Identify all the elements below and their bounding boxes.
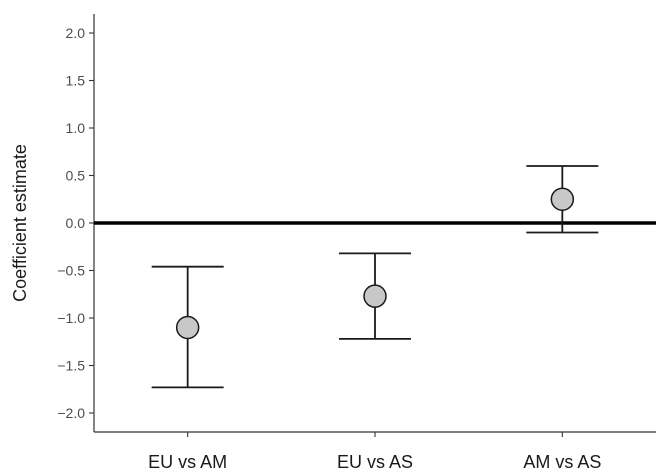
y-tick-label: −2.0 — [57, 405, 85, 421]
x-axis: EU vs AM EU vs AS AM vs AS — [148, 432, 601, 472]
y-tick-label: 2.0 — [66, 25, 86, 41]
y-axis-title: Coefficient estimate — [10, 144, 30, 302]
x-tick-label: EU vs AS — [337, 452, 413, 472]
y-tick-label: 0.0 — [66, 215, 86, 231]
y-tick-label: 1.5 — [66, 73, 86, 89]
y-axis: −2.0 −1.5 −1.0 −0.5 0.0 0.5 1.0 1.5 2.0 — [57, 25, 94, 421]
estimate-point — [550, 187, 575, 211]
estimate-point — [363, 284, 387, 308]
estimate-point — [175, 315, 200, 340]
x-tick-label: AM vs AS — [523, 452, 601, 472]
y-tick-label: −1.5 — [57, 358, 85, 374]
y-tick-label: 0.5 — [66, 168, 86, 184]
y-tick-label: 1.0 — [66, 120, 86, 136]
y-tick-label: −1.0 — [57, 310, 85, 326]
y-tick-label: −0.5 — [57, 263, 85, 279]
x-tick-label: EU vs AM — [148, 452, 227, 472]
estimate-marks — [151, 165, 599, 389]
